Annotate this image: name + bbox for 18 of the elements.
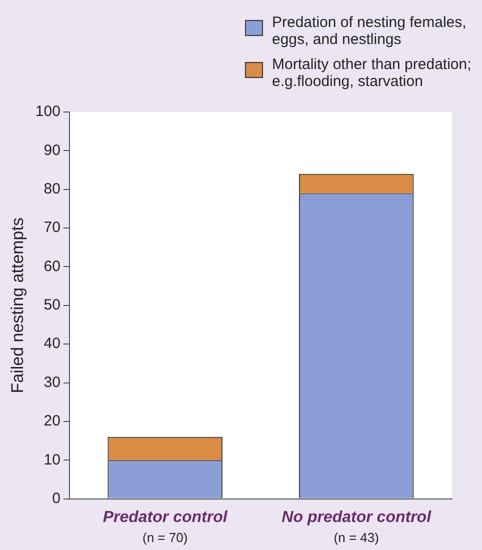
- legend-label: Predation of nesting females, eggs, and nestlings: [272, 14, 468, 48]
- y-tick-label: 10: [44, 451, 60, 468]
- y-tick-label: 90: [44, 142, 60, 159]
- y-tick-label: 30: [44, 374, 60, 391]
- y-tick-label: 60: [44, 258, 60, 275]
- text: (n = 43): [334, 530, 379, 546]
- legend-label: Mortality other than predation; e.g.flooding, starvation: [272, 56, 472, 90]
- y-tick-label: 40: [44, 335, 60, 352]
- y-axis-title: Failed nesting attempts: [8, 218, 27, 394]
- x-tick-label: Predator control: [102, 508, 228, 526]
- y-tick-label: 70: [44, 219, 60, 236]
- y-tick-label: 20: [44, 412, 60, 430]
- y-tick-label: 80: [44, 180, 60, 198]
- y-tick-label: 50: [44, 296, 60, 314]
- x-tick-label: No predator control: [282, 508, 432, 526]
- text: (n = 70): [142, 530, 188, 546]
- y-tick-label: 100: [35, 103, 60, 120]
- y-tick-label: 0: [52, 490, 60, 507]
